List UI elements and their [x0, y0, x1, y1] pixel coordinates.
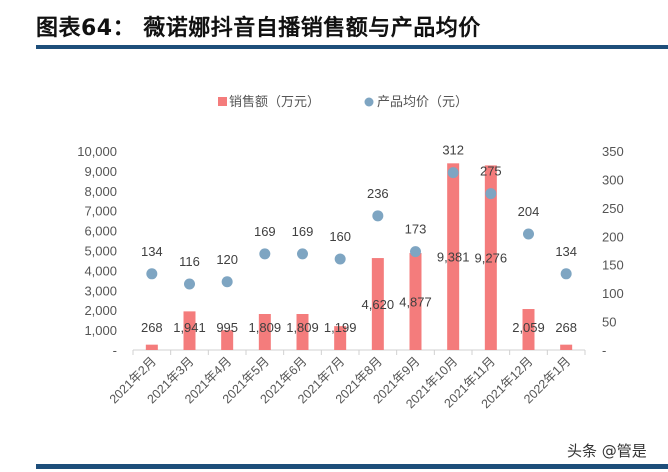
right-axis-tick-label: -	[602, 343, 606, 358]
bar-data-label: 1,809	[286, 320, 319, 335]
bar-sales	[560, 344, 573, 350]
point-price	[485, 188, 497, 200]
legend: 销售额（万元） 产品均价（元）	[218, 94, 468, 109]
bar-data-label: 268	[141, 320, 163, 335]
point-price	[334, 253, 346, 265]
point-data-label: 173	[405, 222, 427, 237]
left-axis-tick-label: 9,000	[84, 164, 117, 179]
bar-sales	[484, 165, 497, 350]
point-data-label: 116	[179, 254, 200, 269]
point-data-label: 312	[442, 143, 464, 158]
point-data-label: 169	[254, 224, 276, 239]
point-data-label: 160	[329, 229, 351, 244]
figure-title: 图表64： 薇诺娜抖音自播销售额与产品均价	[36, 16, 481, 41]
bar-data-label: 995	[216, 320, 238, 335]
right-axis-tick-label: 50	[602, 315, 616, 330]
bar-sales	[145, 344, 158, 350]
title-divider	[36, 45, 668, 49]
bar-sales	[334, 326, 347, 350]
point-price	[447, 167, 459, 179]
point-price	[221, 276, 233, 288]
point-data-label: 120	[216, 252, 238, 267]
point-data-label: 169	[292, 224, 314, 239]
bar-sales	[221, 330, 234, 350]
right-axis-tick-label: 250	[602, 201, 624, 216]
left-axis-tick-label: 4,000	[84, 263, 117, 278]
bar-sales	[371, 258, 384, 350]
point-data-label: 236	[367, 186, 389, 201]
bar-data-label: 268	[555, 320, 577, 335]
legend-label-price: 产品均价（元）	[377, 94, 468, 109]
left-axis-tick-label: 5,000	[84, 244, 117, 259]
bar-data-label: 1,809	[249, 320, 282, 335]
point-data-label: 204	[518, 204, 540, 219]
footer-divider	[36, 464, 668, 469]
bar-sales	[296, 314, 309, 350]
right-axis-tick-label: 200	[602, 229, 624, 244]
left-axis-tick-label: 6,000	[84, 224, 117, 239]
left-axis-tick-label: 1,000	[84, 323, 117, 338]
right-axis-tick-label: 150	[602, 258, 624, 273]
point-data-label: 275	[480, 164, 502, 179]
watermark: 头条 @管是	[567, 442, 647, 460]
point-price	[297, 248, 308, 260]
point-price	[523, 228, 534, 240]
bar-sales	[258, 314, 271, 350]
bar-data-label: 2,059	[512, 320, 545, 335]
bar-data-label: 9,381	[437, 250, 470, 265]
bar-sales	[447, 163, 460, 350]
point-price	[410, 246, 421, 258]
bar-data-label: 4,620	[362, 297, 395, 312]
bar-sales	[409, 252, 422, 350]
legend-swatch-sales	[218, 97, 227, 106]
right-axis-tick-label: 100	[602, 286, 624, 301]
left-axis-tick-label: 3,000	[84, 283, 117, 298]
bar-data-label: 9,276	[475, 251, 508, 266]
point-price	[560, 268, 572, 280]
bar-data-label: 1,199	[324, 320, 357, 335]
bar-sales	[522, 309, 535, 350]
left-axis-tick-label: 2,000	[84, 303, 117, 318]
point-data-label: 134	[141, 244, 163, 259]
right-axis-tick-label: 300	[602, 172, 624, 187]
right-axis-tick-label: 350	[602, 144, 624, 159]
point-price	[184, 278, 195, 290]
left-axis-tick-label: 10,000	[77, 144, 117, 159]
left-axis-tick-label: 8,000	[84, 184, 117, 199]
point-price	[259, 248, 271, 260]
bar-sales	[183, 311, 196, 350]
point-data-label: 134	[555, 244, 577, 259]
point-price	[372, 210, 384, 222]
left-axis-tick-label: 7,000	[84, 204, 117, 219]
legend-swatch-price	[364, 97, 374, 107]
bar-data-label: 1,941	[173, 320, 206, 335]
bar-data-label: 4,877	[399, 294, 432, 309]
legend-label-sales: 销售额（万元）	[229, 94, 320, 109]
point-price	[146, 268, 158, 280]
left-axis-tick-label: -	[113, 343, 117, 358]
